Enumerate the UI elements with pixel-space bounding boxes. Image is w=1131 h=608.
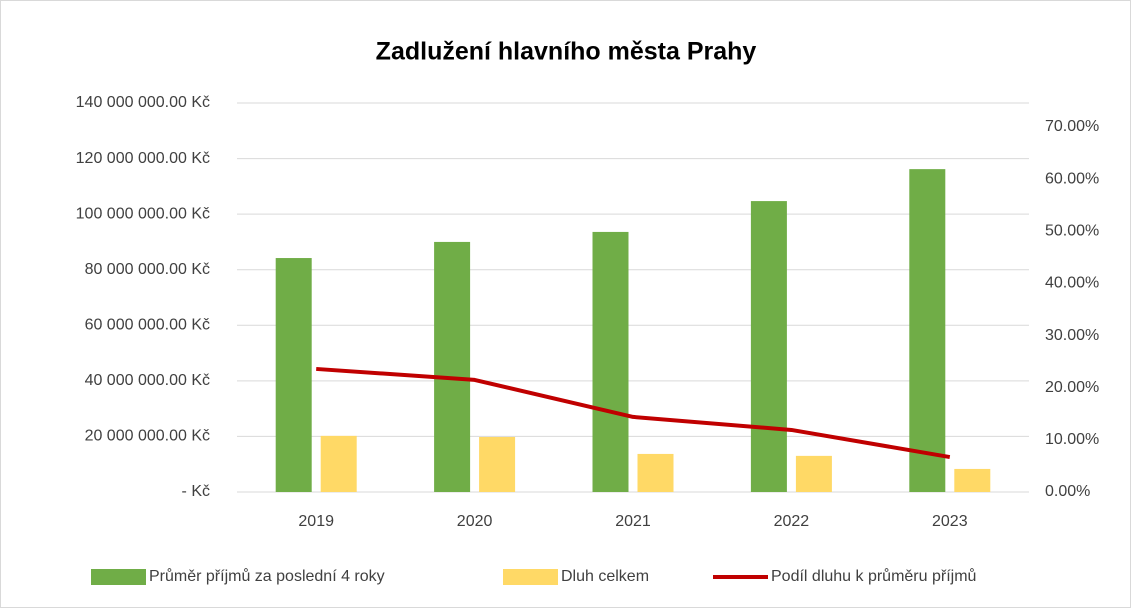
y-tick-label: 140 000 000.00 Kč <box>76 94 210 111</box>
legend-label: Dluh celkem <box>561 568 649 585</box>
y-tick-label: 40 000 000.00 Kč <box>85 372 210 389</box>
bar <box>795 455 832 492</box>
x-tick-label: 2020 <box>457 513 493 530</box>
y2-tick-label: 50.00% <box>1045 222 1099 239</box>
bar <box>637 453 674 492</box>
bar <box>592 231 629 492</box>
y-tick-label: 20 000 000.00 Kč <box>85 428 210 445</box>
bar <box>320 435 357 492</box>
x-tick-label: 2021 <box>615 513 651 530</box>
y2-tick-label: 10.00% <box>1045 431 1099 448</box>
legend-label: Podíl dluhu k průměru příjmů <box>771 567 976 585</box>
x-tick-label: 2019 <box>298 513 334 530</box>
bar <box>434 241 471 492</box>
bar <box>750 201 787 493</box>
y2-tick-label: 70.00% <box>1045 118 1099 135</box>
x-tick-label: 2023 <box>932 513 968 530</box>
y-tick-label: - Kč <box>182 483 210 500</box>
y-tick-label: 60 000 000.00 Kč <box>85 317 210 334</box>
bar <box>909 169 946 492</box>
line <box>316 366 951 460</box>
y-tick-label: 120 000 000.00 Kč <box>76 150 210 167</box>
y2-tick-label: 20.00% <box>1045 379 1099 396</box>
y2-tick-label: 30.00% <box>1045 327 1099 344</box>
y-tick-label: 80 000 000.00 Kč <box>85 261 210 278</box>
bar <box>275 258 312 492</box>
y-tick-label: 100 000 000.00 Kč <box>76 205 210 222</box>
y2-tick-label: 40.00% <box>1045 275 1099 292</box>
legend-swatch <box>91 569 146 585</box>
legend-swatch <box>503 569 558 585</box>
x-tick-label: 2022 <box>774 513 810 530</box>
bar <box>954 468 991 492</box>
bar <box>479 436 516 492</box>
legend-label: Průměr příjmů za poslední 4 roky <box>149 567 385 585</box>
y2-tick-label: 60.00% <box>1045 170 1099 187</box>
chart-title: Zadlužení hlavního města Prahy <box>376 38 757 66</box>
y2-tick-label: 0.00% <box>1045 483 1090 500</box>
